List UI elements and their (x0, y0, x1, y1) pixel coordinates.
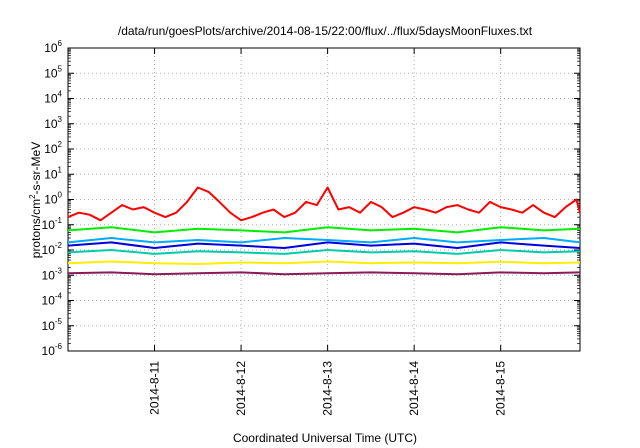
x-tick-label: 2014-8-11 (148, 361, 162, 415)
y-axis-label-exp: 2 (28, 194, 37, 199)
series-line-3 (67, 237, 581, 244)
series-line-5 (67, 249, 581, 255)
x-axis-ticks: 2014-8-11 2014-8-12 2014-8-13 2014-8-14 2014… (148, 48, 508, 416)
chart-title: /data/run/goesPlots/archive/2014-08-15/2… (118, 24, 533, 38)
y-tick-label: 102 (44, 140, 62, 156)
y-tick-label: 103 (44, 115, 62, 131)
x-tick-label: 2014-8-14 (407, 361, 421, 416)
grid-lines (68, 48, 580, 351)
x-tick-label: 2014-8-13 (321, 361, 335, 416)
x-axis-label: Coordinated Universal Time (UTC) (233, 431, 417, 445)
series-line-2 (67, 226, 581, 234)
y-tick-label: 10-2 (42, 241, 63, 257)
y-axis-label-rest: -s-sr-MeV (29, 142, 43, 195)
y-axis-label-main: protons/cm (29, 199, 43, 258)
series-line-7 (67, 271, 581, 276)
y-tick-label: 101 (44, 165, 62, 181)
y-tick-label: 10-4 (42, 292, 63, 308)
series-line-4 (67, 241, 581, 249)
series-line-1 (67, 186, 581, 222)
y-tick-label: 100 (44, 191, 62, 207)
x-tick-label: 2014-8-15 (494, 361, 508, 416)
y-tick-label: 104 (44, 90, 62, 106)
y-tick-label: 10-3 (42, 266, 63, 282)
series-line-6 (67, 260, 581, 265)
y-axis-label: protons/cm2-s-sr-MeV (28, 142, 43, 258)
y-axis-ticks: 106 105 104 103 102 101 100 10-1 10-2 10-3 10-4 10-… (42, 39, 580, 358)
y-tick-label: 105 (44, 64, 62, 80)
y-tick-label: 10-6 (42, 342, 63, 358)
data-series (67, 186, 581, 276)
y-tick-label: 106 (44, 39, 62, 55)
y-tick-label: 10-5 (42, 317, 63, 333)
y-tick-label: 10-1 (42, 216, 63, 232)
x-tick-label: 2014-8-12 (234, 361, 248, 416)
